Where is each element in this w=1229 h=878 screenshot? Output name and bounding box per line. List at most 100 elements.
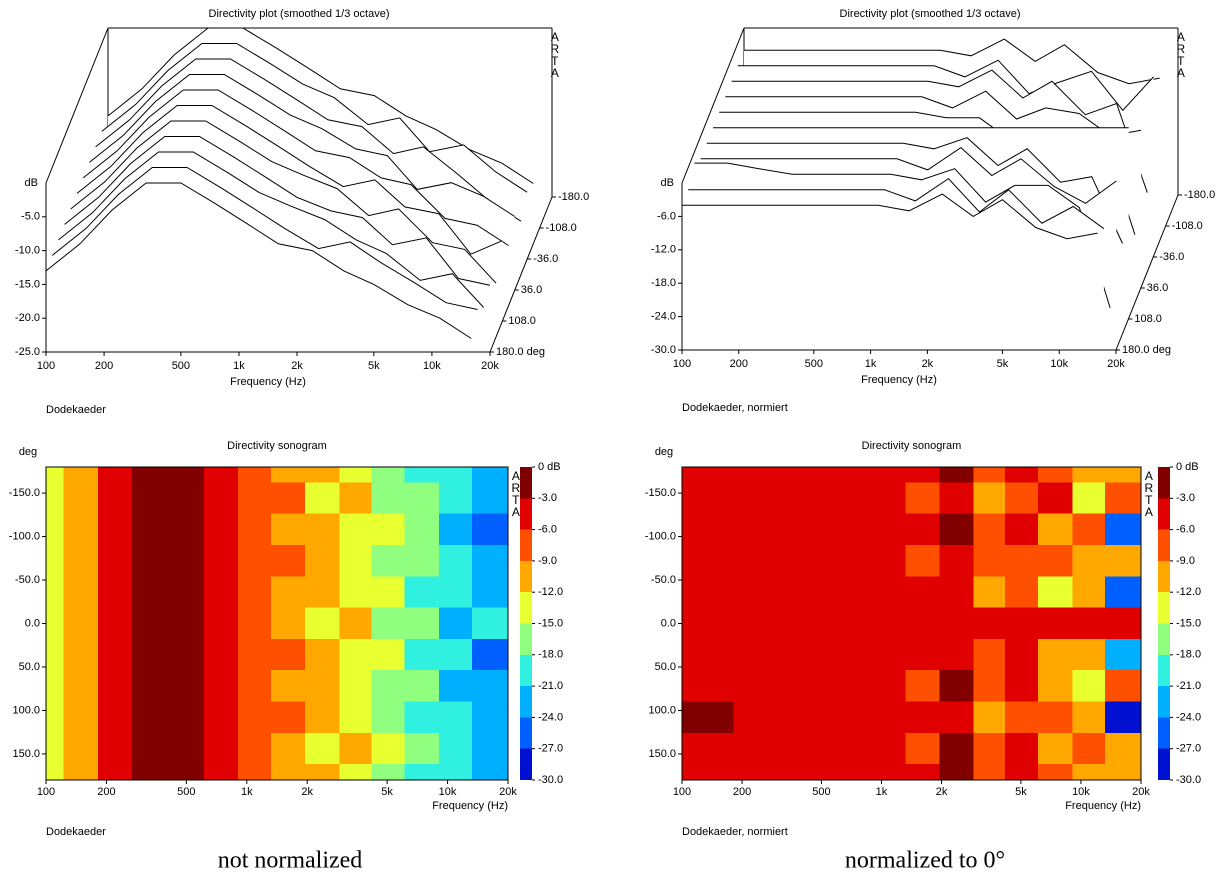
chart-title: Directivity sonogram: [862, 440, 962, 452]
colorbar-band: [1158, 560, 1170, 593]
x-tick-label: 100: [37, 786, 55, 798]
heat-cell: [973, 576, 1006, 609]
y-tick-label: -12.0: [651, 244, 676, 256]
heat-cell: [438, 576, 473, 609]
heat-cell: [471, 732, 509, 765]
heat-cell: [767, 701, 804, 734]
heat-cell: [305, 670, 340, 703]
colorbar-band: [520, 654, 532, 687]
z-tick-label: 180.0 deg: [496, 346, 545, 358]
heat-cell: [681, 513, 700, 546]
heat-cell: [63, 607, 99, 640]
heat-cell: [132, 764, 169, 781]
heat-cell: [371, 513, 406, 546]
heat-cell: [733, 466, 769, 483]
heat-cell: [1105, 701, 1142, 734]
heat-cell: [872, 576, 907, 609]
heat-cell: [45, 545, 64, 577]
heat-cell: [203, 607, 239, 640]
heat-cell: [63, 466, 99, 483]
heat-cell: [838, 513, 874, 546]
heat-cell: [167, 466, 205, 483]
y-tick-label: -100.0: [9, 530, 40, 542]
heat-cell: [838, 466, 874, 483]
heat-cell: [699, 513, 734, 546]
x-axis-label: Frequency (Hz): [230, 376, 306, 388]
heat-cell: [681, 670, 700, 703]
heat-cell: [1105, 482, 1142, 515]
heat-cell: [939, 545, 974, 577]
heat-cell: [939, 732, 974, 765]
heat-cell: [404, 513, 440, 546]
response-curve: [45, 182, 472, 339]
heat-cell: [339, 482, 372, 515]
heat-cell: [767, 607, 804, 640]
heat-cell: [1005, 764, 1039, 781]
heat-cell: [305, 513, 340, 546]
heat-cell: [767, 576, 804, 609]
colorbar-band: [1158, 654, 1170, 687]
colorbar-band: [520, 623, 532, 655]
heat-cell: [167, 701, 205, 734]
colorbar-label: -18.0: [538, 649, 563, 661]
heat-cell: [167, 670, 205, 703]
x-tick-label: 2k: [922, 358, 934, 370]
y-tick-label: 50.0: [19, 661, 40, 673]
x-tick-label: 500: [805, 358, 823, 370]
heat-cell: [305, 701, 340, 734]
heat-cell: [905, 607, 941, 640]
colorbar-label: -24.0: [1176, 711, 1201, 723]
heat-cell: [339, 545, 372, 577]
heat-cell: [471, 764, 509, 781]
x-axis-label: Frequency (Hz): [432, 800, 508, 812]
heat-cell: [1072, 638, 1106, 671]
heat-cell: [733, 576, 769, 609]
colorbar-band: [1158, 623, 1170, 655]
heat-cell: [973, 670, 1006, 703]
colorbar-label: -12.0: [538, 586, 563, 598]
heat-cell: [371, 638, 406, 671]
heat-cell: [339, 607, 372, 640]
y-axis-label: dB: [25, 177, 38, 189]
heat-cell: [404, 466, 440, 483]
heat-cell: [132, 576, 169, 609]
heat-cell: [803, 482, 840, 515]
heat-cell: [905, 764, 941, 781]
heat-cell: [339, 576, 372, 609]
heat-cell: [271, 732, 306, 765]
heat-cell: [305, 764, 340, 781]
response-curve: [64, 136, 491, 286]
heat-cell: [1072, 764, 1106, 781]
y-tick-label: -100.0: [645, 530, 676, 542]
heat-cell: [1072, 466, 1106, 483]
heat-cell: [97, 482, 133, 515]
heat-cell: [45, 466, 64, 483]
heat-cell: [1038, 545, 1073, 577]
x-tick-label: 500: [812, 786, 830, 798]
heat-cell: [973, 545, 1006, 577]
response-curve: [76, 105, 503, 255]
x-axis-label: Frequency (Hz): [1065, 800, 1141, 812]
heat-cell: [1005, 513, 1039, 546]
heat-cell: [699, 764, 734, 781]
heat-cell: [404, 576, 440, 609]
x-tick-label: 20k: [499, 786, 517, 798]
y-tick-label: -24.0: [651, 311, 676, 323]
heat-cell: [803, 764, 840, 781]
response-curve: [70, 120, 497, 284]
heat-cell: [1005, 732, 1039, 765]
response-curve: [58, 151, 485, 308]
heat-cell: [905, 482, 941, 515]
heat-cell: [404, 607, 440, 640]
depth-axis: [1115, 194, 1179, 351]
heat-cell: [973, 482, 1006, 515]
colorbar-label: 0 dB: [538, 461, 561, 473]
heat-cell: [973, 638, 1006, 671]
heat-cell: [371, 482, 406, 515]
y-tick-label: 100.0: [648, 704, 676, 716]
heat-cell: [271, 670, 306, 703]
heat-cell: [939, 764, 974, 781]
heat-cell: [371, 732, 406, 765]
heat-cell: [339, 670, 372, 703]
heat-cell: [97, 513, 133, 546]
